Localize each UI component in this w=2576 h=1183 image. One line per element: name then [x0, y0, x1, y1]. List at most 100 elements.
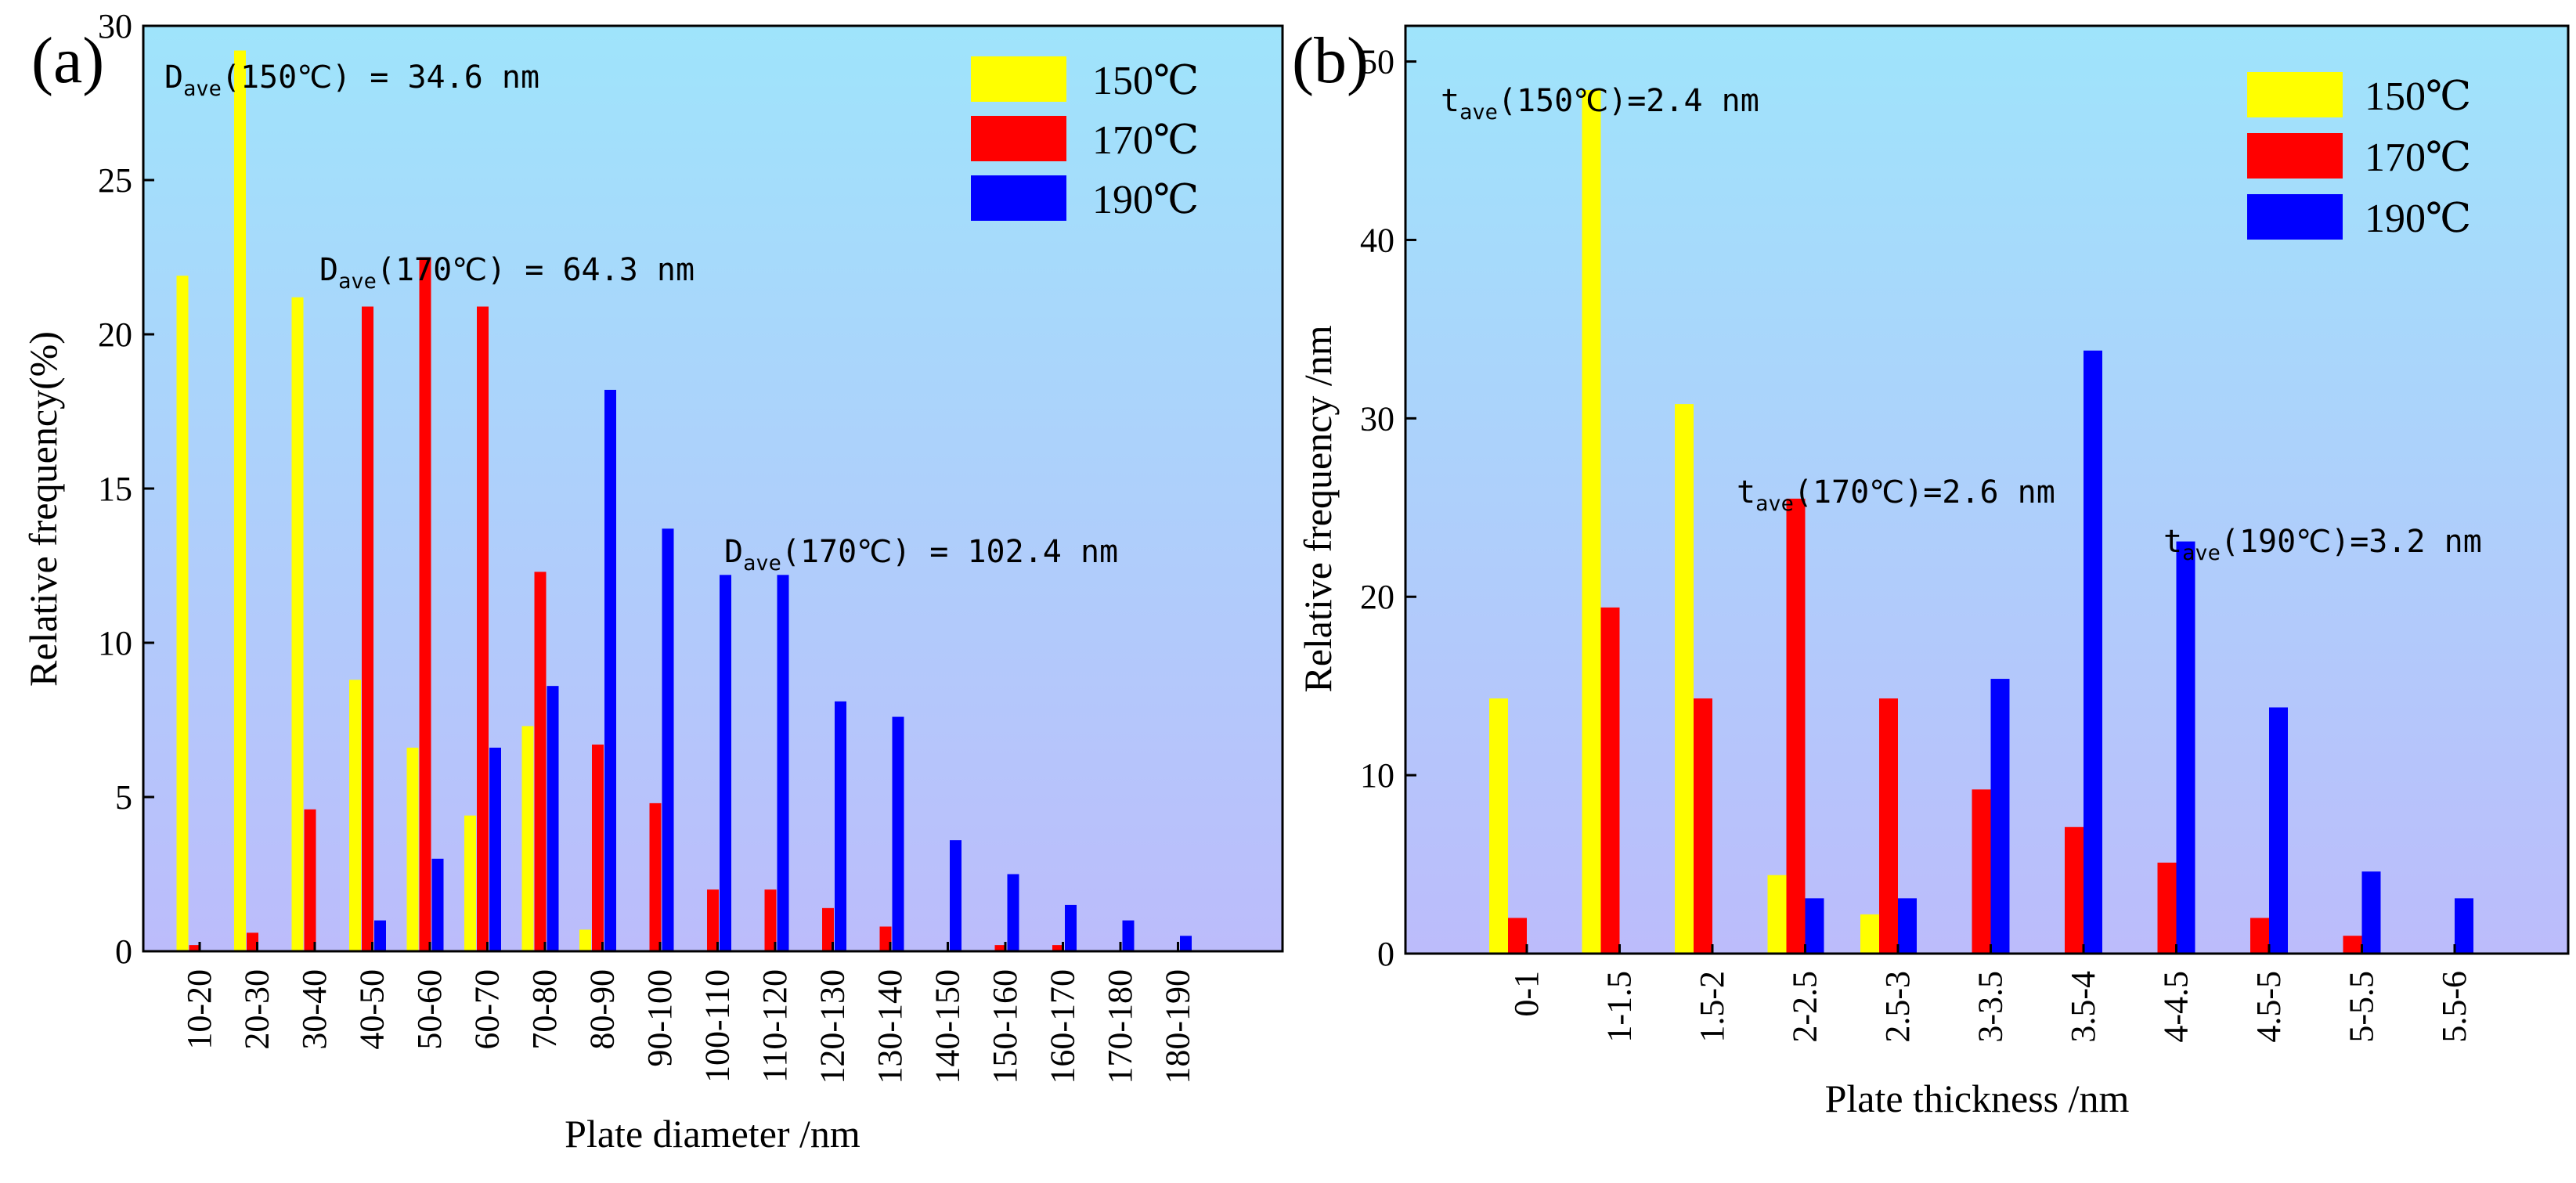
bar-170-1-1.5 [1600, 607, 1620, 954]
bar-170-130-140 [879, 926, 892, 951]
bar-170-20-30 [247, 932, 258, 951]
bar-170-150-160 [994, 945, 1007, 951]
x-tick-label: 150-160 [986, 969, 1024, 1084]
x-axis-label: Plate diameter /nm [565, 1112, 860, 1156]
panel-label: (a) [31, 24, 104, 97]
annotation-symbol: t [1441, 83, 1459, 119]
chart-panel-a: (a) 0 5 10 15 20 25 30 10-20 20-30 30-40 40-50 50-… [21, 7, 1284, 1156]
x-tick-label: 3.5-4 [2064, 971, 2102, 1043]
bar-170-40-50 [362, 306, 373, 951]
bar-170-3-3.5 [1972, 789, 1991, 954]
bars [176, 50, 1192, 952]
bar-170-1.5-2 [1694, 698, 1712, 954]
bar-170-90-100 [649, 802, 662, 951]
legend-swatch-190 [971, 175, 1066, 221]
bar-170-5-5.5 [2343, 936, 2362, 954]
annotation-subscript: ave [183, 77, 222, 101]
chart-panel-b: (b) 0 10 20 30 40 50 0-1 1-1.5 1.5-2 2-2.5 2.5-3 3… [1292, 24, 2570, 1120]
x-tick-label: 4-4.5 [2157, 971, 2195, 1043]
bar-170-110-120 [764, 889, 777, 951]
x-tick-label: 1-1.5 [1600, 971, 1639, 1043]
x-tick-label: 90-100 [640, 969, 679, 1067]
y-tick-label: 30 [1360, 399, 1394, 438]
x-tick-label: 10-20 [180, 969, 218, 1050]
x-tick-label: 0-1 [1507, 971, 1546, 1017]
annotation-symbol: D [724, 534, 743, 570]
annotation-label: Dave(150℃) = 34.6 nm [164, 60, 539, 101]
bar-170-60-70 [477, 306, 489, 951]
x-tick-label: 1.5-2 [1693, 971, 1731, 1043]
y-tick-label: 15 [98, 470, 132, 508]
bar-150-2.5-3 [1860, 914, 1879, 954]
x-tick-label: 60-70 [468, 969, 507, 1050]
bars [1489, 90, 2473, 954]
bar-190-120-130 [835, 701, 846, 951]
legend-label-170: 170℃ [1092, 118, 1199, 163]
bar-190-4-4.5 [2176, 541, 2195, 954]
x-tick-label: 40-50 [353, 969, 391, 1050]
annotation-symbol: t [1737, 474, 1755, 510]
bar-150-70-80 [521, 726, 534, 951]
x-tick-label: 160-170 [1044, 969, 1082, 1084]
y-tick-label: 0 [1377, 935, 1394, 973]
annotation-subscript: ave [1459, 100, 1498, 124]
bar-170-10-20 [189, 945, 201, 951]
bar-190-170-180 [1122, 920, 1135, 951]
bar-190-2.5-3 [1898, 898, 1917, 954]
legend-swatch-170 [2247, 133, 2343, 179]
annotation-symbol: D [164, 60, 183, 96]
x-tick-label: 170-180 [1101, 969, 1139, 1084]
bar-170-120-130 [822, 907, 834, 951]
x-tick-label: 20-30 [238, 969, 276, 1050]
legend-swatch-190 [2247, 194, 2343, 240]
legend-label-150: 150℃ [1092, 59, 1199, 103]
y-tick-label: 0 [115, 932, 132, 971]
y-tick-label: 20 [98, 316, 132, 354]
annotations: Dave(150℃) = 34.6 nm Dave(170℃) = 64.3 nm… [164, 60, 1118, 575]
bar-170-3.5-4 [2065, 827, 2084, 954]
legend-label-170: 170℃ [2365, 135, 2471, 180]
bar-190-140-150 [950, 840, 961, 951]
panel-label: (b) [1292, 24, 1369, 97]
bar-150-1-1.5 [1582, 90, 1601, 954]
annotation-text: (150℃) = 34.6 nm [222, 60, 539, 96]
legend-label-190: 190℃ [1092, 178, 1199, 222]
y-axis-label: Relative frequency /nm [1296, 325, 1340, 692]
bar-190-3-3.5 [1990, 679, 2010, 954]
legend-swatch-170 [971, 116, 1066, 161]
y-tick-label: 30 [98, 7, 132, 45]
x-tick-label: 5-5.5 [2343, 971, 2381, 1043]
x-tick-label: 4.5-5 [2249, 971, 2288, 1043]
bar-190-100-110 [720, 575, 731, 951]
annotation-text: (170℃)=2.6 nm [1794, 474, 2055, 510]
legend: 150℃ 170℃ 190℃ [2247, 72, 2471, 241]
bar-190-40-50 [374, 920, 386, 951]
x-tick-label: 30-40 [295, 969, 334, 1050]
plot-background [143, 26, 1283, 951]
bar-190-150-160 [1007, 874, 1019, 951]
bar-190-160-170 [1065, 904, 1077, 951]
annotation-subscript: ave [1755, 492, 1794, 516]
bar-190-130-140 [892, 716, 904, 951]
bar-190-50-60 [431, 858, 444, 951]
y-tick-label: 20 [1360, 578, 1394, 616]
bar-170-100-110 [707, 889, 719, 951]
bar-170-70-80 [534, 572, 547, 951]
x-tick-label: 180-190 [1159, 969, 1197, 1084]
bar-170-2.5-3 [1879, 698, 1898, 954]
x-tick-label: 110-120 [756, 969, 794, 1083]
bar-150-30-40 [291, 297, 304, 952]
annotation-symbol: t [2163, 524, 2182, 560]
annotation-label: tave(150℃)=2.4 nm [1441, 83, 1759, 124]
bar-190-4.5-5 [2269, 707, 2288, 954]
x-axis-ticks: 0-1 1-1.5 1.5-2 2-2.5 2.5-3 3-3.5 3.5-4 4-4.5 4.… [1507, 944, 2473, 1043]
bar-150-20-30 [234, 50, 246, 951]
bar-190-90-100 [662, 528, 674, 951]
y-tick-label: 40 [1360, 221, 1394, 259]
bar-170-30-40 [304, 809, 316, 951]
annotation-label: Dave(170℃) = 64.3 nm [319, 252, 695, 294]
plot-frame [142, 24, 1284, 953]
x-tick-label: 130-140 [871, 969, 909, 1084]
